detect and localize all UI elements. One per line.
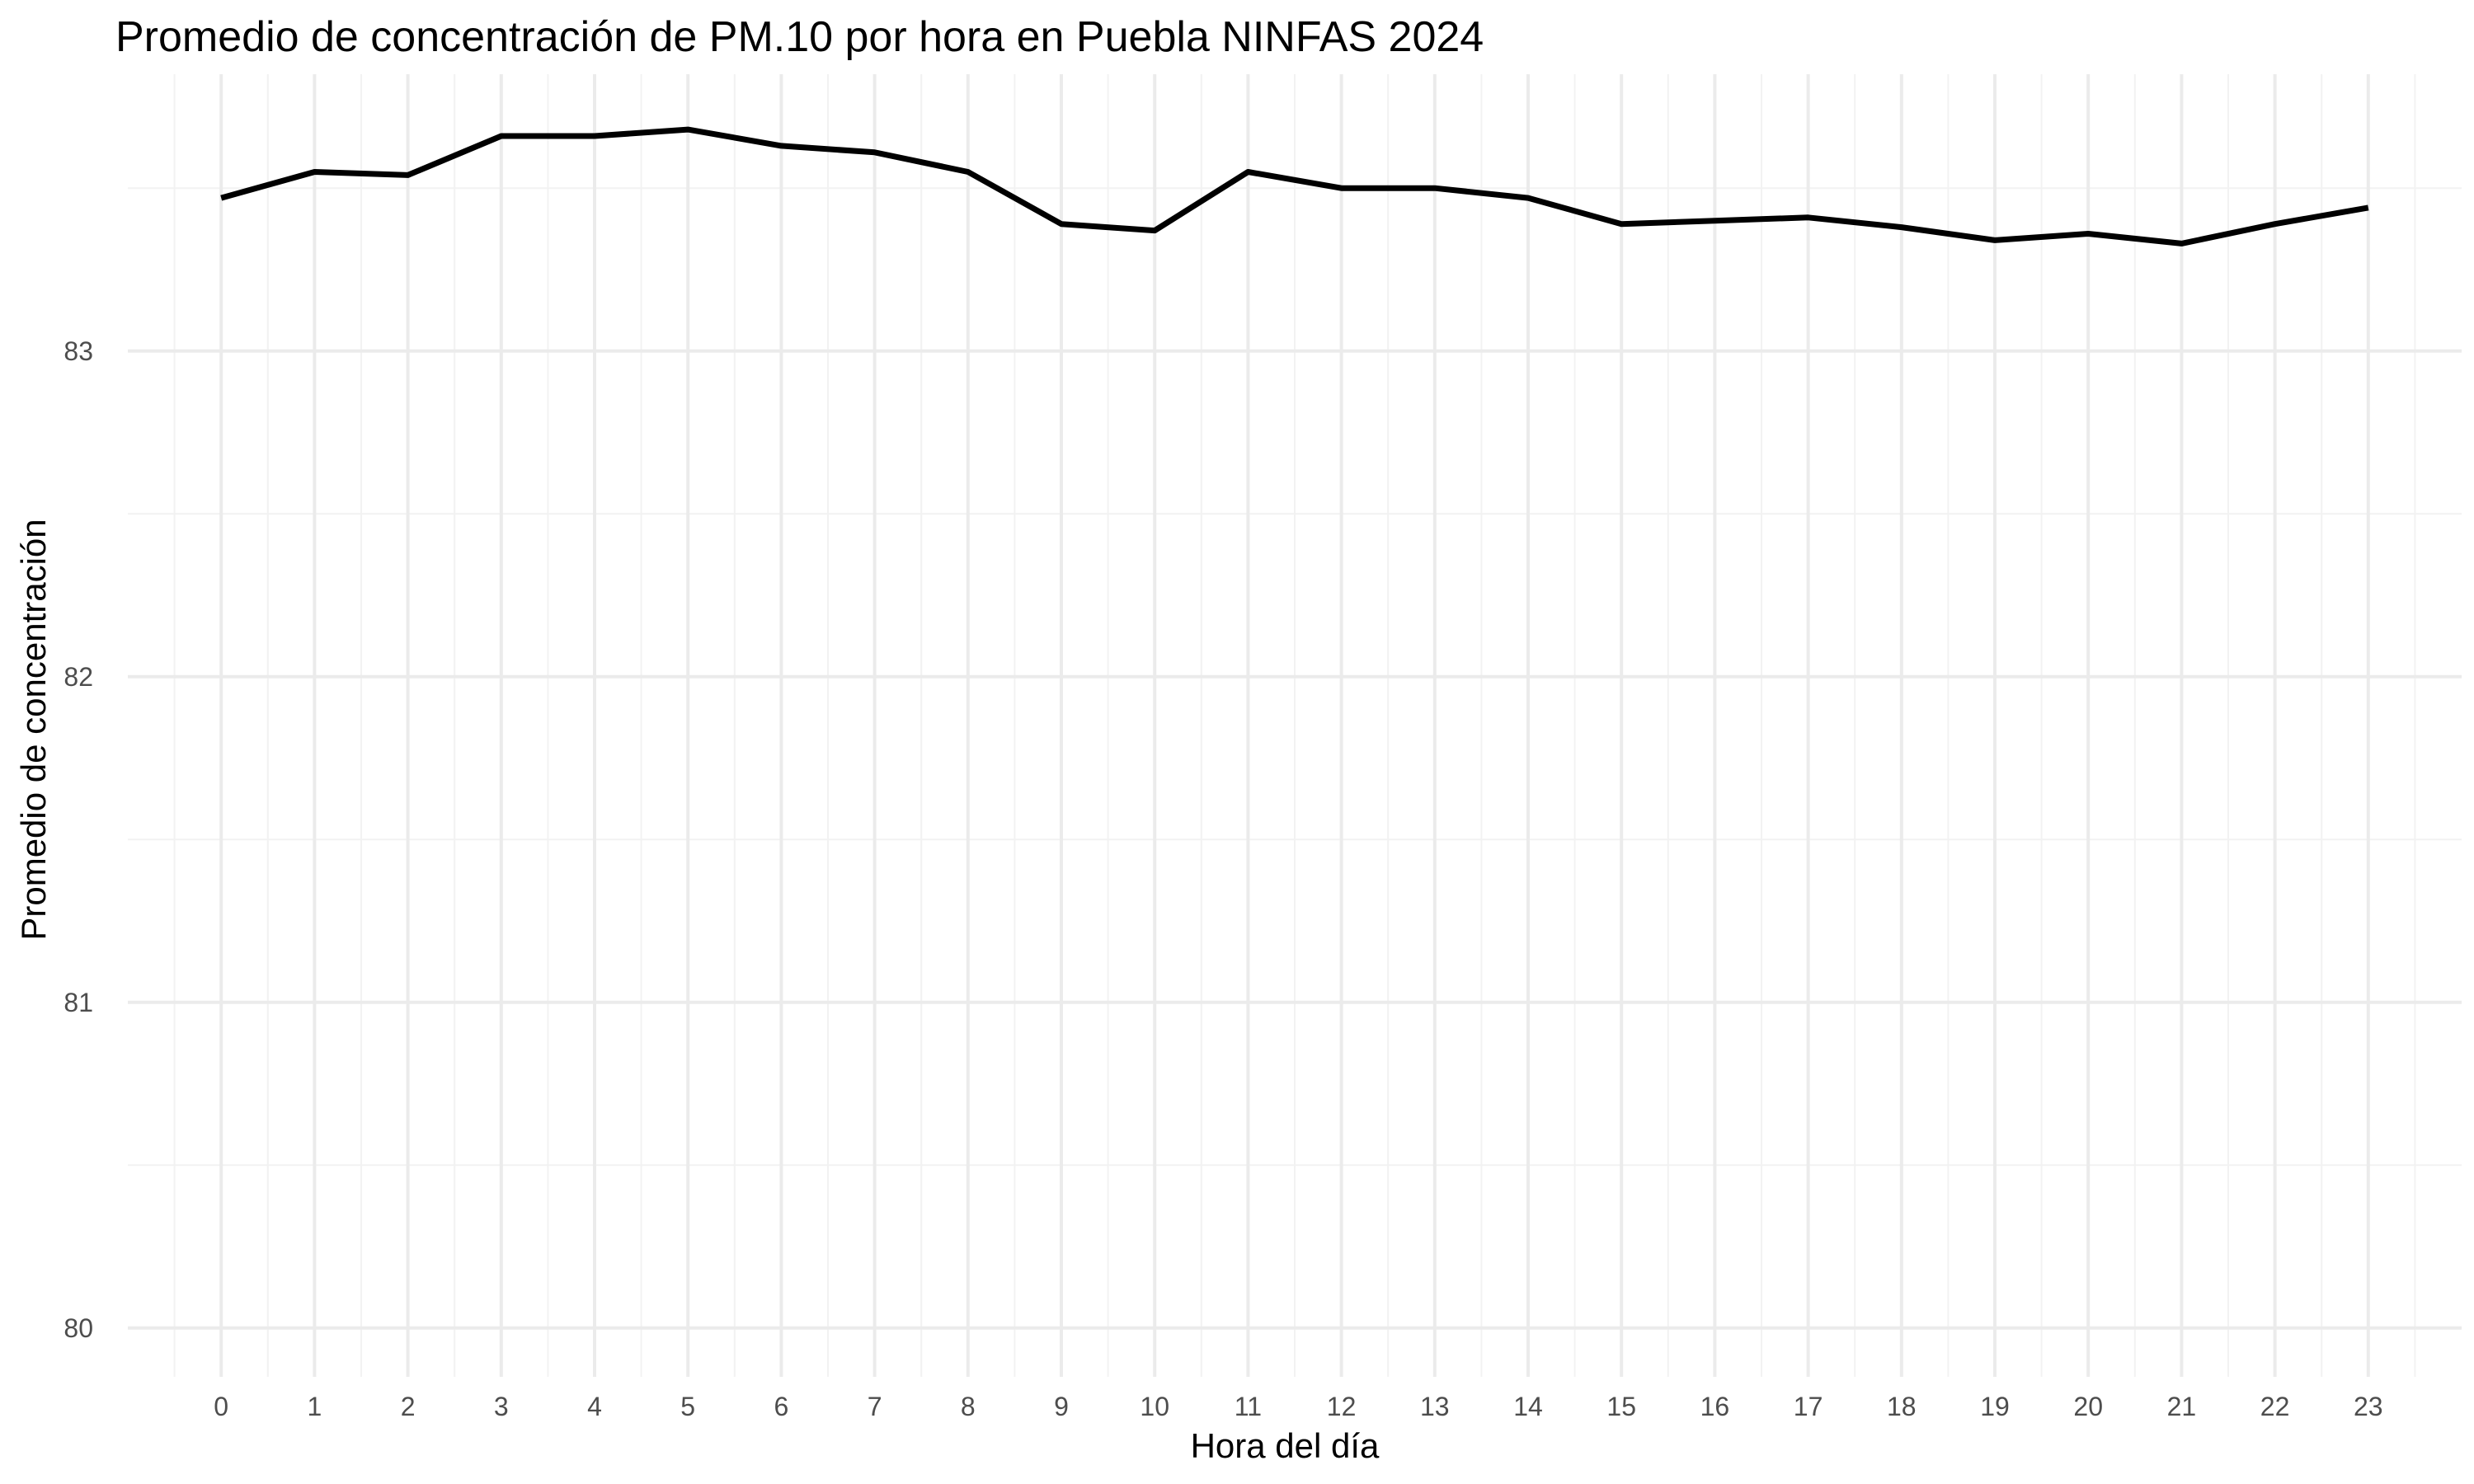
y-tick-label: 82: [63, 662, 93, 692]
chart-title: Promedio de concentración de PM.10 por h…: [115, 13, 1484, 61]
x-tick-label: 11: [1235, 1392, 1262, 1421]
y-axis-ticks: 80 81 82 83: [63, 336, 93, 1343]
x-tick-label: 3: [494, 1392, 509, 1421]
x-tick-label: 17: [1794, 1392, 1823, 1421]
x-tick-label: 13: [1420, 1392, 1450, 1421]
x-tick-label: 23: [2354, 1392, 2383, 1421]
x-axis-title: Hora del día: [1191, 1426, 1380, 1465]
x-tick-label: 7: [868, 1392, 882, 1421]
major-grid: [128, 74, 2462, 1377]
x-tick-label: 19: [1980, 1392, 2010, 1421]
x-axis-ticks: 0 1 2 3 4 5 6 7 8 9 10 11 12 13 14 15 16 17 18 19 20 21 22 23: [214, 1392, 2382, 1421]
x-tick-label: 9: [1054, 1392, 1069, 1421]
x-tick-label: 6: [774, 1392, 789, 1421]
x-tick-label: 1: [308, 1392, 322, 1421]
x-tick-label: 5: [680, 1392, 695, 1421]
y-tick-label: 83: [63, 336, 93, 366]
series-line: [220, 126, 2369, 247]
minor-grid: [128, 74, 2462, 1377]
x-tick-label: 12: [1327, 1392, 1357, 1421]
x-tick-label: 0: [214, 1392, 228, 1421]
x-tick-label: 2: [401, 1392, 416, 1421]
y-tick-label: 81: [63, 988, 93, 1017]
series-layer: [220, 126, 2369, 247]
x-tick-label: 14: [1513, 1392, 1543, 1421]
x-tick-label: 10: [1140, 1392, 1169, 1421]
x-tick-label: 21: [2167, 1392, 2197, 1421]
x-tick-label: 16: [1700, 1392, 1730, 1421]
y-tick-label: 80: [63, 1313, 93, 1343]
x-tick-label: 4: [587, 1392, 602, 1421]
y-axis-title: Promedio de concentración: [14, 519, 53, 940]
x-tick-label: 20: [2073, 1392, 2103, 1421]
x-tick-label: 22: [2260, 1392, 2290, 1421]
x-tick-label: 8: [961, 1392, 976, 1421]
x-tick-label: 18: [1887, 1392, 1917, 1421]
x-tick-label: 15: [1606, 1392, 1636, 1421]
